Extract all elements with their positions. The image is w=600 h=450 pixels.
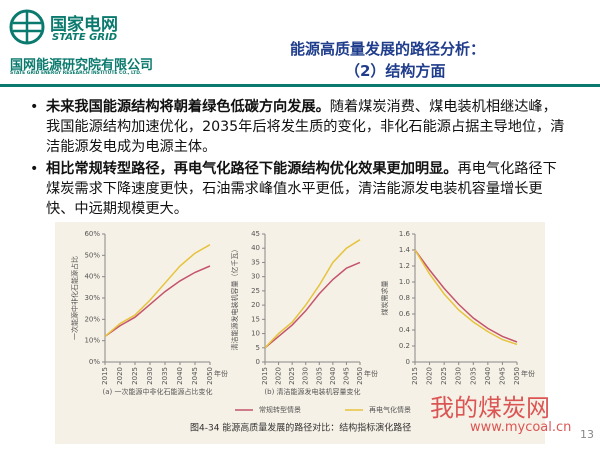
y-tick-label: 0.6 (399, 310, 411, 318)
figure-caption: 图4-34 能源高质量发展的路径对比：结构指标演化路径 (190, 422, 411, 434)
x-tick-label: 2050 (206, 367, 214, 385)
x-axis-label: 年份 (214, 369, 228, 378)
y-tick-label: 1.2 (399, 262, 410, 270)
page-number: 13 (580, 428, 594, 441)
legend-label: 常规转型情景 (259, 405, 301, 414)
y-tick-label: 40 (251, 244, 260, 252)
org-cn: 国网能源研究院有限公司 (10, 58, 154, 73)
logo-en: STATE GRID (52, 32, 118, 43)
x-tick-label: 2020 (116, 367, 124, 385)
series-line (104, 244, 211, 337)
y-tick-label: 10 (251, 330, 260, 338)
x-tick-label: 2030 (146, 367, 154, 385)
y-tick-label: 35 (251, 258, 260, 266)
org-en: STATE GRID ENERGY RESEARCH INSTITUTE CO.… (10, 71, 142, 76)
y-tick-label: 50% (84, 251, 100, 259)
x-tick-label: 2030 (455, 367, 463, 385)
y-tick-label: 20 (251, 301, 260, 309)
x-tick-label: 2040 (484, 367, 492, 385)
watermark-url: www.mycoal.cn (470, 420, 572, 435)
bullet-text: 随着煤炭消费、煤电装机相继达峰，我国能源结构加速优化，2035年后将发生质的变化… (46, 99, 565, 155)
y-tick-label: 0.4 (399, 326, 411, 334)
x-tick-label: 2045 (191, 367, 199, 385)
x-tick-label: 2050 (356, 367, 364, 385)
y-axis-label: 一次能源中非化石能源占比 (70, 256, 79, 340)
series-line (104, 265, 211, 338)
y-tick-label: 0.2 (399, 342, 410, 350)
x-axis-label: 年份 (521, 369, 535, 378)
x-tick-label: 2035 (315, 367, 323, 385)
x-tick-label: 2025 (440, 367, 448, 385)
x-tick-label: 2040 (329, 367, 337, 385)
x-tick-label: 2025 (131, 367, 139, 385)
y-tick-label: 15 (251, 315, 260, 323)
bullet: 相比常规转型路径，再电气化路径下能源结构优化效果更加明显。再电气化路径下煤炭需求… (30, 159, 570, 219)
bullets: 未来我国能源结构将朝着绿色低碳方向发展。随着煤炭消费、煤电装机相继达峰，我国能源… (30, 97, 570, 221)
y-axis-label: 清洁能源发电装机容量（亿千瓦） (230, 246, 239, 351)
y-tick-label: 0 (406, 358, 410, 366)
x-axis-label: 年份 (364, 369, 378, 378)
logo-cn: 国家电网 (50, 15, 118, 35)
subplot-caption: (b) 清洁能源发电装机容量变化 (264, 387, 360, 396)
x-tick-label: 2030 (302, 367, 310, 385)
y-tick-label: 20% (84, 315, 100, 323)
series-line (414, 249, 518, 343)
y-tick-label: 0% (89, 358, 100, 366)
y-tick-label: 60% (84, 230, 100, 238)
figure-background (55, 222, 545, 444)
bullet: 未来我国能源结构将朝着绿色低碳方向发展。随着煤炭消费、煤电装机相继达峰，我国能源… (30, 97, 570, 157)
bullet-lead: 相比常规转型路径，再电气化路径下能源结构优化效果更加明显。 (46, 161, 458, 177)
logo-icon (9, 9, 45, 45)
series-line (414, 249, 518, 346)
header-rule (0, 84, 600, 87)
figure: 0%10%20%30%40%50%60%2015 2020 2025 2030 2035… (55, 222, 545, 444)
slide-title: 能源高质量发展的路径分析： (290, 40, 486, 58)
x-tick-label: 2035 (469, 367, 477, 385)
y-tick-label: 25 (251, 287, 260, 295)
y-tick-label: 1.4 (399, 246, 411, 254)
y-tick-label: 5 (256, 344, 260, 352)
y-tick-label: 40% (84, 273, 100, 281)
y-tick-label: 10% (84, 337, 100, 345)
x-tick-label: 2050 (513, 367, 521, 385)
bullet-lead: 未来我国能源结构将朝着绿色低碳方向发展。 (46, 99, 330, 115)
x-tick-label: 2015 (101, 367, 109, 385)
y-tick-label: 1.6 (399, 230, 411, 238)
bullet-text: 再电气化路径下煤炭需求下降速度更快，石油需求峰值水平更低，清洁能源发电装机容量增… (46, 161, 557, 217)
y-tick-label: 30% (84, 294, 100, 302)
y-tick-label: 45 (251, 230, 260, 238)
y-axis-label: 煤炭需求量 (380, 281, 389, 316)
x-tick-label: 2040 (176, 367, 184, 385)
series-line (264, 261, 361, 349)
x-tick-label: 2015 (261, 367, 269, 385)
subplot-caption: (a) 一次能源中非化石能源占比变化 (103, 387, 213, 396)
x-tick-label: 2035 (161, 367, 169, 385)
y-tick-label: 0 (256, 358, 260, 366)
x-tick-label: 2045 (498, 367, 506, 385)
y-tick-label: 1.0 (399, 278, 410, 286)
slide-subtitle: （2）结构方面 (345, 62, 446, 80)
x-tick-label: 2015 (411, 367, 419, 385)
x-tick-label: 2025 (288, 367, 296, 385)
x-tick-label: 2020 (275, 367, 283, 385)
watermark-name: 我的煤炭网 (430, 394, 550, 422)
series-line (264, 239, 361, 349)
y-tick-label: 30 (251, 273, 260, 281)
y-tick-label: 0.8 (399, 294, 410, 302)
x-tick-label: 2045 (342, 367, 350, 385)
x-tick-label: 2020 (426, 367, 434, 385)
legend-label: 再电气化情景 (369, 405, 411, 414)
